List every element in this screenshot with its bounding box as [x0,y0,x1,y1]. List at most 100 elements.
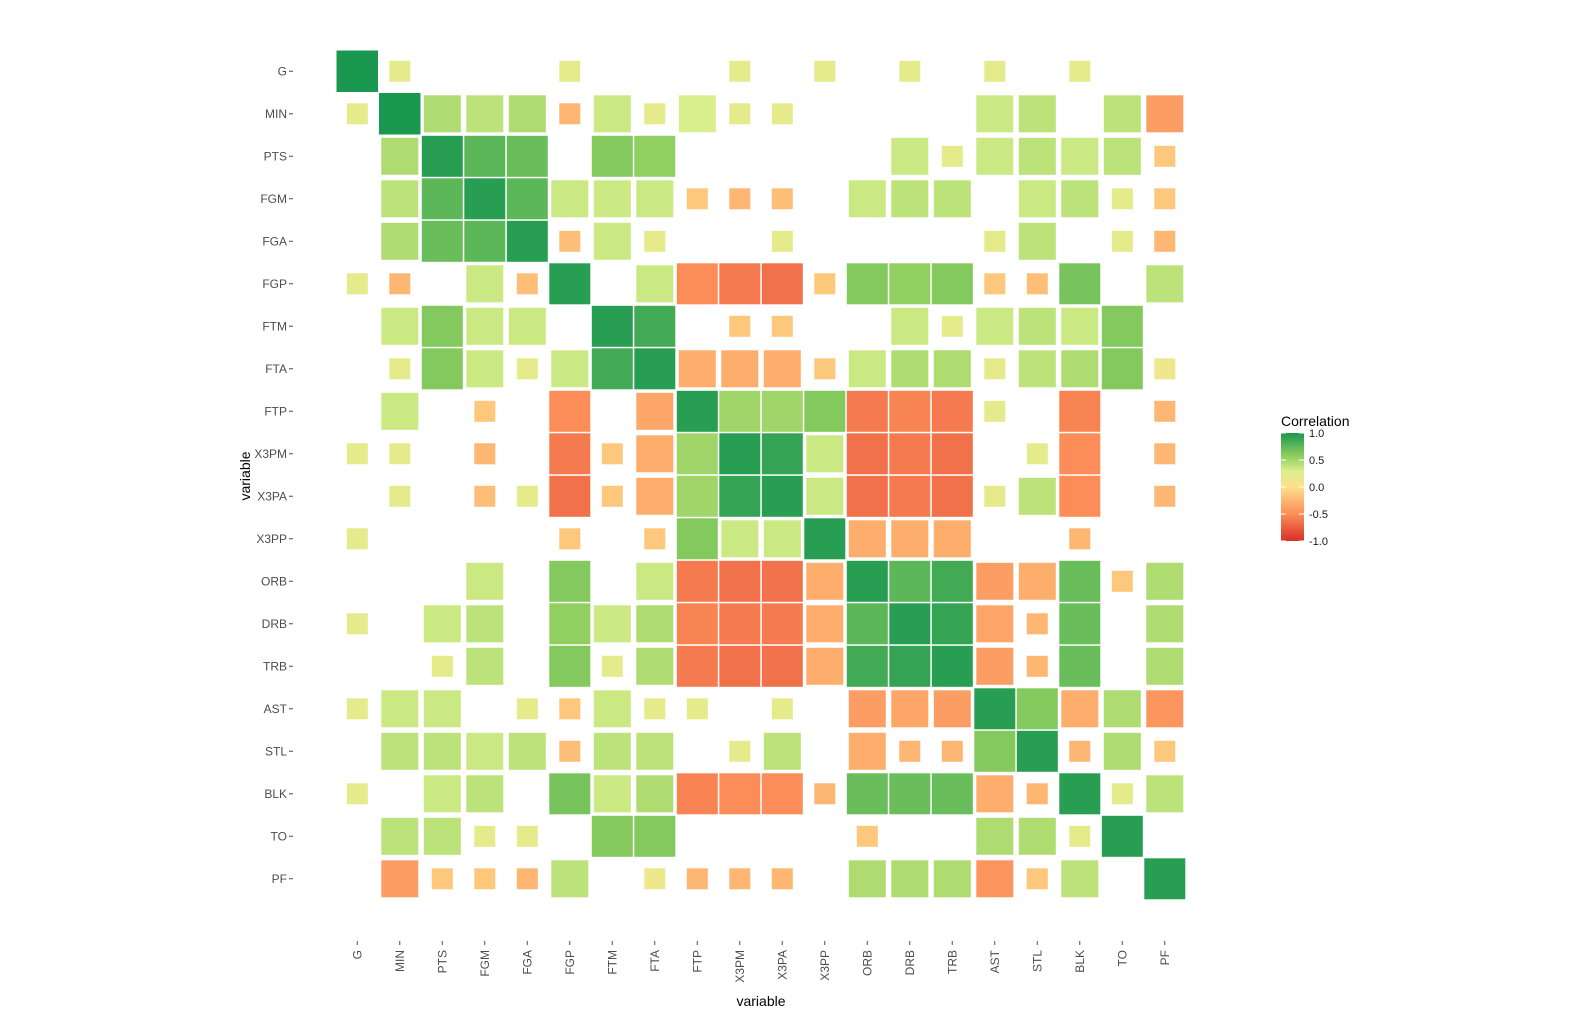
y-tick-label-PTS: PTS [264,149,287,163]
heatmap-cell-MIN-FTP [677,94,717,134]
heatmap-cell-FGM-X3PA [770,187,794,211]
heatmap-cell-AST-BLK [1060,689,1100,729]
heatmap-cell-FGM-BLK [1060,179,1100,219]
y-tick-label-FTA: FTA [265,362,287,376]
heatmap-cell-PTS-STL [1017,136,1057,176]
heatmap-cell-TRB-PTS [430,654,454,678]
y-tick-label-STL: STL [265,744,287,758]
heatmap-cell-BLK-AST [975,774,1015,814]
heatmap-cell-PTS-PF [1153,144,1177,168]
heatmap-cell-DRB-X3PP [805,604,845,644]
heatmap-cell-FGP-X3PA [760,262,804,306]
x-tick-label-X3PA: X3PA [775,950,789,980]
heatmap-cell-FGA-FGA [505,219,549,263]
heatmap-cell-FGP-G [345,272,369,296]
heatmap-cell-X3PA-TRB [930,474,974,518]
heatmap-cell-PTS-TRB [940,144,964,168]
heatmap-cell-X3PP-TRB [932,519,972,559]
heatmap-cell-DRB-X3PM [718,602,762,646]
heatmap-cell-FGP-FGP [548,262,592,306]
y-tick-label-X3PM: X3PM [254,447,287,461]
heatmap-cell-FTM-X3PA [770,314,794,338]
heatmap-cell-BLK-FTM [592,774,632,814]
heatmap-cell-FTM-FTA [633,304,677,348]
heatmap-cells [335,49,1187,901]
heatmap-cell-DRB-ORB [845,602,889,646]
heatmap-cell-G-AST [983,59,1007,83]
heatmap-cell-X3PA-ORB [845,474,889,518]
heatmap-cell-FGA-X3PA [770,229,794,253]
heatmap-cell-ORB-BLK [1058,559,1102,603]
heatmap-cell-DRB-TRB [930,602,974,646]
y-tick-label-TO: TO [271,829,287,843]
heatmap-cell-TO-FTM [590,814,634,858]
legend-colorbar [1281,433,1304,541]
heatmap-cell-AST-TRB [932,689,972,729]
heatmap-cell-FTM-AST [975,306,1015,346]
heatmap-cell-DRB-STL [1025,612,1049,636]
heatmap-cell-FTM-FGM [465,306,505,346]
heatmap-cell-BLK-FGM [465,774,505,814]
heatmap-cell-PTS-PTS [420,134,464,178]
x-tick-label-FGP: FGP [563,950,577,975]
heatmap-cell-FTA-FTP [677,349,717,389]
heatmap-cell-ORB-FTP [675,559,719,603]
heatmap-cell-X3PP-ORB [847,519,887,559]
heatmap-cell-X3PA-FTM [600,484,624,508]
x-tick-label-ORB: ORB [860,950,874,976]
heatmap-cell-X3PM-MIN [388,442,412,466]
heatmap-cell-STL-STL [1015,729,1059,773]
heatmap-cell-FTA-FTM [590,347,634,391]
heatmap-cell-PF-FTP [685,867,709,891]
heatmap-cell-STL-MIN [380,731,420,771]
heatmap-cell-X3PP-X3PP [803,517,847,561]
heatmap-cell-ORB-AST [975,561,1015,601]
heatmap-cell-AST-DRB [890,689,930,729]
heatmap-cell-X3PA-FTA [635,476,675,516]
heatmap-cell-BLK-X3PA [760,772,804,816]
heatmap-cell-STL-AST [973,729,1017,773]
heatmap-cell-PTS-BLK [1060,136,1100,176]
heatmap-cell-TRB-FGP [548,644,592,688]
y-axis-ticks: G MIN PTS FGM FGA FGP FTM FTA FTP X3PM X3PA X3PP ORB… [254,64,293,886]
y-tick-label-X3PA: X3PA [257,489,287,503]
heatmap-cell-AST-AST [973,687,1017,731]
heatmap-cell-ORB-ORB [845,559,889,603]
heatmap-cell-FTA-BLK [1060,349,1100,389]
heatmap-cell-TO-BLK [1068,824,1092,848]
heatmap-cell-ORB-TO [1110,569,1134,593]
heatmap-cell-FGP-TRB [930,262,974,306]
heatmap-cell-FTM-FGA [507,306,547,346]
heatmap-cell-PTS-FTA [633,134,677,178]
heatmap-cell-STL-PF [1153,739,1177,763]
heatmap-cell-FGP-DRB [888,262,932,306]
heatmap-cell-FGP-FGM [465,264,505,304]
heatmap-cell-DRB-FTP [675,602,719,646]
heatmap-cell-AST-FTM [592,689,632,729]
heatmap-cell-TRB-FTP [675,644,719,688]
heatmap-cell-FGP-ORB [845,262,889,306]
heatmap-cell-DRB-FGM [465,604,505,644]
heatmap-cell-X3PA-FGA [515,484,539,508]
heatmap-cell-FGA-FTA [643,229,667,253]
heatmap-cell-STL-X3PA [762,731,802,771]
y-tick-label-FGM: FGM [260,192,287,206]
heatmap-cell-X3PP-X3PM [720,519,760,559]
heatmap-cell-FTM-TRB [940,314,964,338]
heatmap-cell-G-MIN [388,59,412,83]
heatmap-cell-MIN-FGM [465,94,505,134]
heatmap-cell-TO-FGA [515,824,539,848]
heatmap-cell-FTA-DRB [890,349,930,389]
heatmap-cell-AST-PF [1145,689,1185,729]
heatmap-cell-FGM-FTP [685,187,709,211]
x-tick-label-FTM: FTM [605,950,619,975]
heatmap-cell-X3PP-FTP [675,517,719,561]
y-tick-label-ORB: ORB [261,574,287,588]
heatmap-cell-TO-FGM [473,824,497,848]
heatmap-cell-FTA-AST [983,357,1007,381]
x-tick-label-MIN: MIN [393,950,407,972]
heatmap-cell-PTS-AST [975,136,1015,176]
heatmap-cell-TRB-PF [1145,646,1185,686]
heatmap-cell-DRB-G [345,612,369,636]
heatmap-cell-PF-STL [1025,867,1049,891]
